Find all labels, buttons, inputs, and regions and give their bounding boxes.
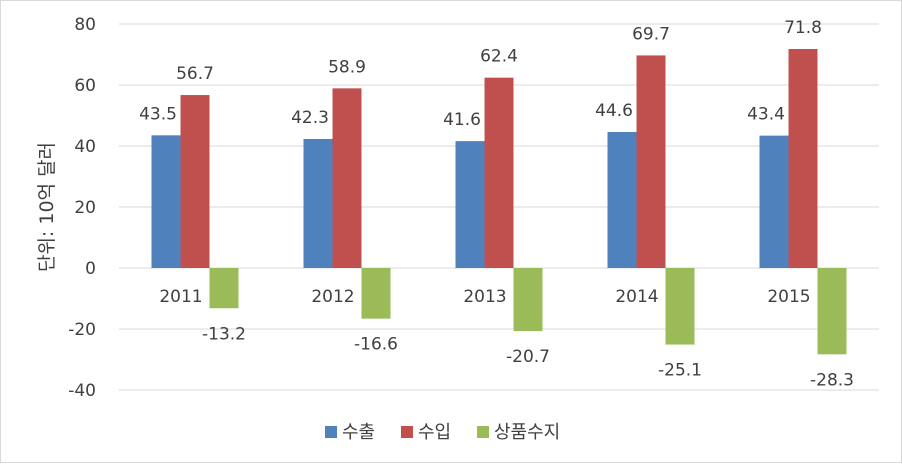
bar-2-2012 xyxy=(332,88,362,268)
legend-swatch xyxy=(401,426,413,438)
bar-3-2012 xyxy=(361,268,391,319)
data-label: -16.6 xyxy=(354,335,398,355)
data-label: -25.1 xyxy=(658,361,702,381)
x-tick-label: 2013 xyxy=(463,287,506,307)
bar-2-2014 xyxy=(636,55,666,268)
bar-3-2015 xyxy=(817,268,847,355)
y-axis-title: 단위: 10억 달러 xyxy=(36,142,58,272)
data-label: -20.7 xyxy=(506,347,550,367)
bars xyxy=(151,49,847,355)
bar-1-2012 xyxy=(303,138,333,268)
y-tick-label: 80 xyxy=(74,15,96,35)
y-tick-label: 60 xyxy=(74,76,96,96)
data-label: 43.5 xyxy=(139,104,177,124)
bar-1-2014 xyxy=(607,131,637,268)
bar-2-2015 xyxy=(788,49,818,269)
bar-3-2014 xyxy=(665,268,695,345)
data-label: 69.7 xyxy=(632,24,670,44)
bar-3-2011 xyxy=(209,268,239,309)
data-label: 44.6 xyxy=(595,101,633,121)
legend-label: 수출 xyxy=(342,422,375,443)
bar-2-2013 xyxy=(484,77,514,269)
data-label: 62.4 xyxy=(480,47,518,67)
data-label: 42.3 xyxy=(291,108,329,128)
bar-3-2013 xyxy=(513,268,543,332)
legend-label: 수입 xyxy=(418,422,451,443)
data-label: 58.9 xyxy=(328,57,366,77)
data-labels: 43.5 56.7 -13.2 42.3 58.9 -16.6 41.6 62.4 -20.7 4… xyxy=(139,18,854,390)
bar-1-2011 xyxy=(151,135,181,268)
y-tick-label: 20 xyxy=(74,198,96,218)
y-tick-label: -20 xyxy=(68,320,96,340)
y-tick-label: -40 xyxy=(68,381,96,401)
bar-1-2013 xyxy=(455,141,485,268)
legend-swatch xyxy=(325,426,337,438)
x-tick-label: 2011 xyxy=(159,287,202,307)
data-label: -28.3 xyxy=(810,370,854,390)
data-label: -13.2 xyxy=(202,324,246,344)
y-tick-label: 40 xyxy=(74,137,96,157)
legend-swatch xyxy=(477,426,489,438)
legend-label: 상품수지 xyxy=(494,422,560,443)
bar-1-2015 xyxy=(759,135,789,268)
legend: 수출 수입 상품수지 xyxy=(325,422,560,443)
data-label: 43.4 xyxy=(747,105,785,125)
bar-2-2011 xyxy=(180,95,210,268)
x-tick-label: 2015 xyxy=(767,287,810,307)
x-tick-label: 2014 xyxy=(615,287,658,307)
y-axis-ticks: 80 60 40 20 0 -20 -40 xyxy=(68,15,96,401)
x-tick-label: 2012 xyxy=(311,287,354,307)
y-tick-label: 0 xyxy=(85,259,96,279)
x-axis-ticks: 2011 2012 2013 2014 2015 xyxy=(159,287,810,307)
data-label: 56.7 xyxy=(176,64,214,84)
data-label: 71.8 xyxy=(784,18,822,38)
data-label: 41.6 xyxy=(443,110,481,130)
